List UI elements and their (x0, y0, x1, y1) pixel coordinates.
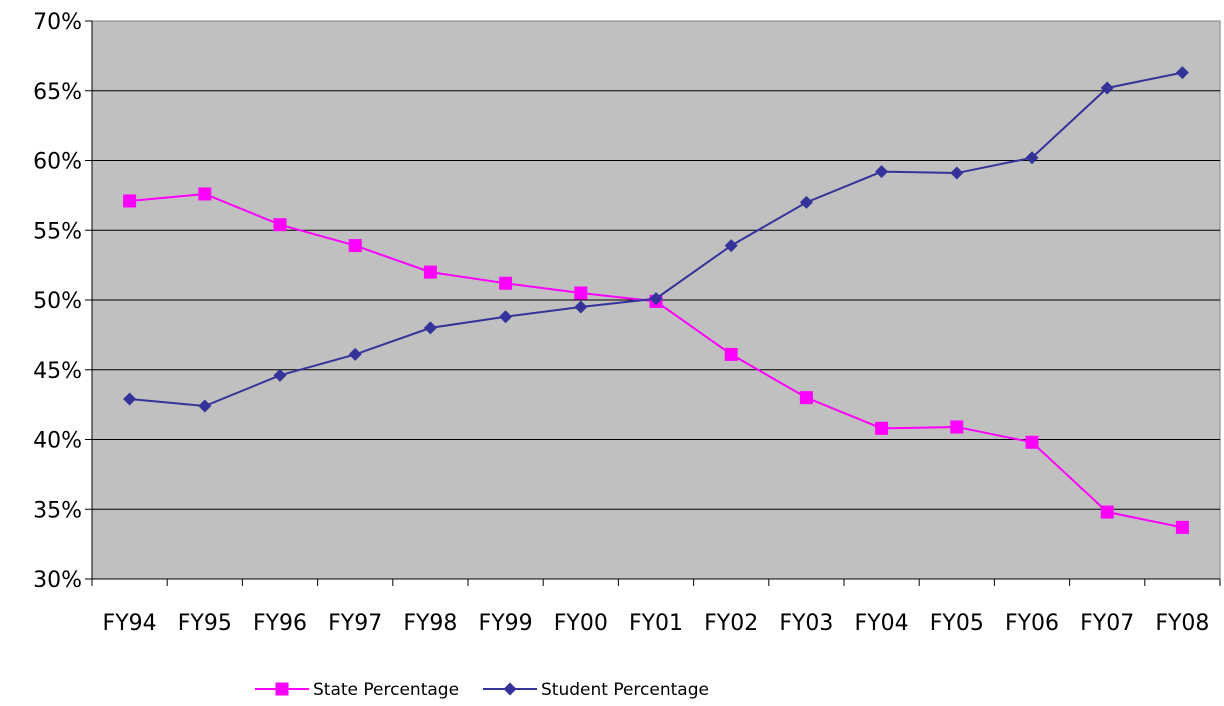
y-axis: 30% 35% 40% 45% 50% 55% 60% 65% 70% (33, 10, 93, 593)
x-tick-label: FY98 (403, 611, 457, 636)
student-percentage-point (649, 292, 663, 306)
x-tick-label: FY02 (704, 611, 758, 636)
y-tick-label: 40% (33, 429, 82, 454)
x-tick-label: FY04 (855, 611, 909, 636)
student-percentage-point (1100, 81, 1114, 95)
student-percentage-point (273, 368, 287, 382)
y-tick-label: 70% (33, 10, 82, 35)
y-tick-label: 35% (33, 498, 82, 523)
x-tick-label: FY08 (1155, 611, 1209, 636)
y-tick-label: 65% (33, 80, 82, 105)
state-percentage-point (123, 194, 137, 208)
state-percentage-point (423, 265, 437, 279)
student-percentage-point (348, 347, 362, 361)
y-tick-label: 50% (33, 289, 82, 314)
state-percentage-point (273, 218, 287, 232)
state-percentage-point (198, 187, 212, 201)
state-percentage-point (724, 347, 738, 361)
student-percentage-point (950, 166, 964, 180)
state-percentage-point (574, 286, 588, 300)
legend-label-state-percentage: State Percentage (313, 680, 459, 700)
x-tick-label: FY03 (779, 611, 833, 636)
y-tick-label: 60% (33, 150, 82, 175)
legend-marker-student-percentage (503, 682, 517, 696)
x-tick-label: FY99 (479, 611, 533, 636)
state-percentage-point (348, 239, 362, 253)
x-tick-label: FY95 (178, 611, 232, 636)
student-percentage-point (198, 399, 212, 413)
x-tick-label: FY94 (103, 611, 157, 636)
y-tick-label: 45% (33, 359, 82, 384)
state-percentage-point (1025, 435, 1039, 449)
x-tick-label: FY06 (1005, 611, 1059, 636)
y-tick-label: 55% (33, 219, 82, 244)
y-tick-label: 30% (33, 568, 82, 593)
student-percentage-point (724, 239, 738, 253)
x-tick-label: FY96 (253, 611, 307, 636)
student-percentage-point (875, 165, 889, 179)
x-tick-label: FY97 (328, 611, 382, 636)
state-percentage-point (499, 276, 513, 290)
student-percentage-point (123, 392, 137, 406)
x-tick-label: FY07 (1080, 611, 1134, 636)
legend-label-student-percentage: Student Percentage (541, 680, 709, 700)
student-percentage-point (499, 310, 513, 324)
state-percentage-point (1100, 505, 1114, 519)
x-axis: FY94 FY95 FY96 FY97 FY98 FY99 FY00 FY01 FY02 FY03… (91, 578, 1221, 636)
state-percentage-point (799, 391, 813, 405)
series-group (123, 66, 1189, 534)
state-percentage-point (875, 421, 889, 435)
student-percentage-point (1025, 151, 1039, 165)
x-tick-label: FY01 (629, 611, 683, 636)
x-tick-label: FY05 (930, 611, 984, 636)
state-percentage-point (1175, 520, 1189, 534)
student-percentage-point (423, 321, 437, 335)
legend: State Percentage Student Percentage (255, 680, 709, 700)
student-percentage-point (1175, 66, 1189, 80)
student-percentage-point (799, 195, 813, 209)
state-percentage-point (950, 420, 964, 434)
x-tick-label: FY00 (554, 611, 608, 636)
legend-marker-state-percentage (275, 682, 289, 696)
student-percentage-point (574, 300, 588, 314)
